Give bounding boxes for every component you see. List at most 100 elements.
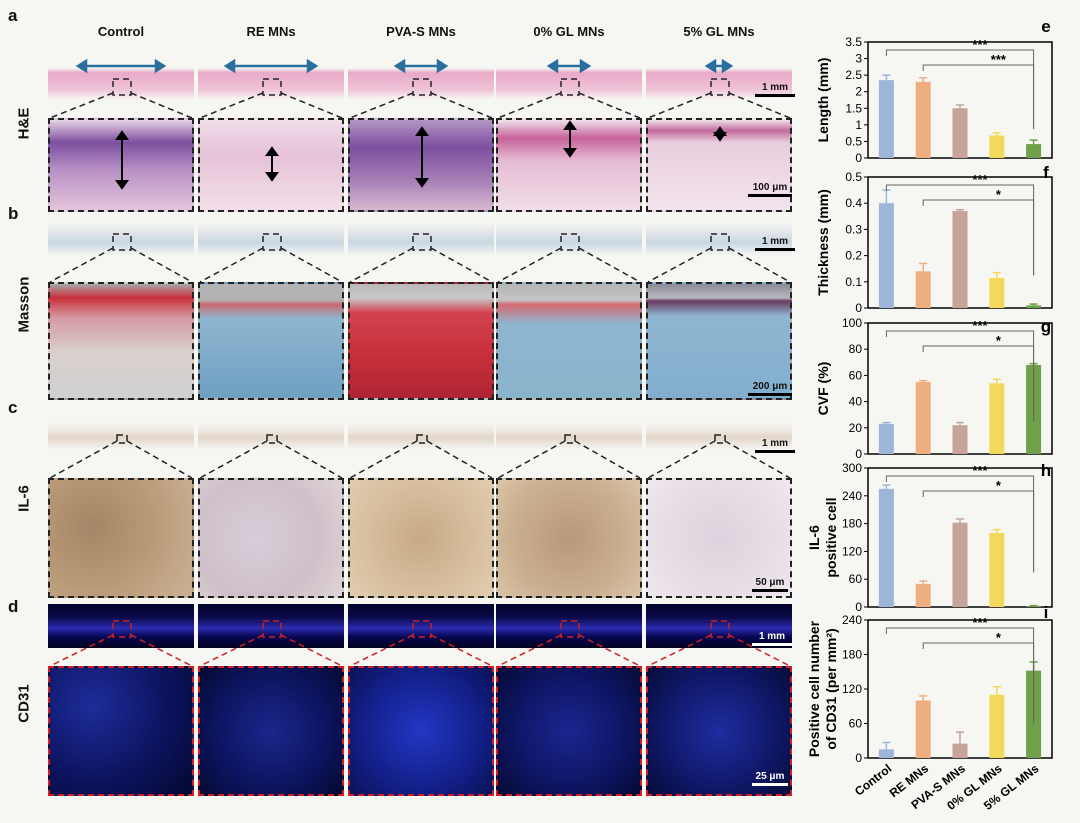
masson-zoom-connector-3	[497, 233, 641, 283]
scalebar-masson-zoom: 200 μm	[748, 381, 792, 396]
errorbar-f-2	[956, 209, 964, 212]
masson-zoom-connector-2	[349, 233, 493, 283]
cd31-overview-3	[496, 604, 642, 648]
il6-zoom-connector-0	[49, 434, 193, 479]
bar-h-4	[1026, 606, 1042, 607]
ylabel-g: CVF (%)	[815, 362, 831, 416]
cd31-zoom-connector-4	[647, 620, 791, 667]
cd31-zoom-3	[496, 666, 642, 796]
errorbar-h-0	[882, 484, 891, 489]
errorbar-i-1	[919, 695, 928, 701]
masson-zoom-connector-1	[199, 233, 343, 283]
bar-g-1	[915, 381, 931, 454]
column-label-0: Control	[97, 24, 145, 39]
il6-zoom-connector-2	[349, 434, 493, 479]
panel-letter-d: d	[8, 597, 19, 616]
panel-letter-a: a	[8, 6, 18, 25]
bar-h-1	[915, 583, 931, 607]
panel-letter-e: e	[1041, 17, 1050, 36]
ytick-label-h-1: 60	[849, 572, 863, 586]
il6-overview-3	[496, 422, 642, 450]
errorbar-f-1	[919, 262, 928, 272]
cd31-overview-4	[646, 604, 792, 648]
sig-bracket-h-1	[922, 490, 1035, 573]
errorbar-g-0	[882, 421, 891, 424]
he-thickness-arrow-2	[415, 126, 429, 188]
il6-zoom-4	[646, 478, 792, 598]
ytick-label-e-7: 3.5	[845, 35, 862, 49]
il6-zoom-connector-3	[497, 434, 641, 479]
cd31-zoom-2	[348, 666, 494, 796]
sig-bracket-f-1	[922, 199, 1035, 276]
errorbar-e-1	[919, 77, 928, 82]
bar-f-1	[915, 271, 931, 308]
bar-e-0	[878, 80, 894, 158]
sig-bracket-i-1	[922, 642, 1035, 724]
errorbar-h-1	[919, 580, 928, 584]
errorbar-f-0	[882, 189, 891, 204]
panel-letter-b: b	[8, 204, 19, 223]
panel-letter-g: g	[1041, 317, 1051, 336]
ytick-label-g-3: 60	[849, 368, 863, 382]
ytick-label-i-1: 60	[849, 717, 863, 731]
bar-h-3	[989, 532, 1005, 607]
sig-label-f-0: ***	[972, 172, 988, 187]
ytick-label-e-6: 3	[855, 52, 862, 66]
he-overview-0	[48, 56, 194, 104]
errorbar-g-2	[956, 421, 964, 426]
ytick-label-g-4: 80	[849, 342, 863, 356]
ytick-label-f-1: 0.1	[845, 275, 862, 289]
scalebar-cd31-top: 1 mm	[752, 631, 792, 646]
he-thickness-arrow-3	[563, 120, 577, 158]
cd31-zoom-connector-3	[497, 620, 641, 667]
ytick-label-f-5: 0.5	[845, 170, 862, 184]
il6-overview-2	[348, 422, 494, 450]
il6-zoom-connector-1	[199, 434, 343, 479]
cd31-zoom-connector-2	[349, 620, 493, 667]
he-thickness-arrow-0	[115, 130, 129, 190]
il6-zoom-2	[348, 478, 494, 598]
ytick-label-f-4: 0.4	[845, 196, 862, 210]
ylabel-h: IL-6positive cell	[806, 497, 839, 577]
sig-bracket-i-0	[885, 627, 1035, 724]
scalebar-masson-top: 1 mm	[755, 236, 795, 251]
errorbar-i-3	[992, 685, 1001, 695]
bar-f-0	[878, 203, 894, 308]
ytick-label-e-2: 1	[855, 118, 862, 132]
errorbar-g-3	[992, 378, 1001, 384]
bar-g-0	[878, 423, 894, 454]
ytick-label-h-3: 180	[842, 517, 862, 531]
he-length-arrow-2	[393, 58, 449, 74]
ytick-label-e-5: 2.5	[845, 68, 862, 82]
he-zoom-connector-0	[49, 78, 193, 119]
scalebar-il6-top: 1 mm	[755, 438, 795, 453]
ytick-label-h-4: 240	[842, 489, 862, 503]
bar-g-2	[952, 425, 968, 454]
ytick-label-e-1: 0.5	[845, 134, 862, 148]
ytick-label-g-1: 20	[849, 421, 863, 435]
masson-zoom-0	[48, 282, 194, 400]
ytick-label-g-0: 0	[855, 447, 862, 461]
sig-label-e-1: ***	[991, 52, 1007, 67]
sig-label-h-0: ***	[972, 463, 988, 478]
panel-letter-h: h	[1041, 461, 1051, 480]
sig-label-h-1: *	[996, 478, 1002, 493]
ylabel-i: Positive cell numberof CD31 (per mm²)	[806, 620, 839, 757]
scalebar-he-zoom: 100 μm	[748, 182, 792, 197]
bar-f-4	[1026, 305, 1042, 308]
bar-h-2	[952, 522, 968, 607]
il6-zoom-0	[48, 478, 194, 598]
panel-letter-i: i	[1044, 603, 1049, 622]
errorbar-e-2	[956, 104, 964, 109]
il6-overview-4	[646, 422, 792, 450]
he-overview-2	[348, 56, 494, 104]
ytick-label-i-4: 240	[842, 613, 862, 627]
ylabel-f: Thickness (mm)	[815, 189, 831, 296]
bar-f-3	[989, 277, 1005, 308]
scalebar-he-top: 1 mm	[755, 82, 795, 97]
masson-zoom-2	[348, 282, 494, 400]
xtick-label-0: Control	[852, 761, 894, 798]
